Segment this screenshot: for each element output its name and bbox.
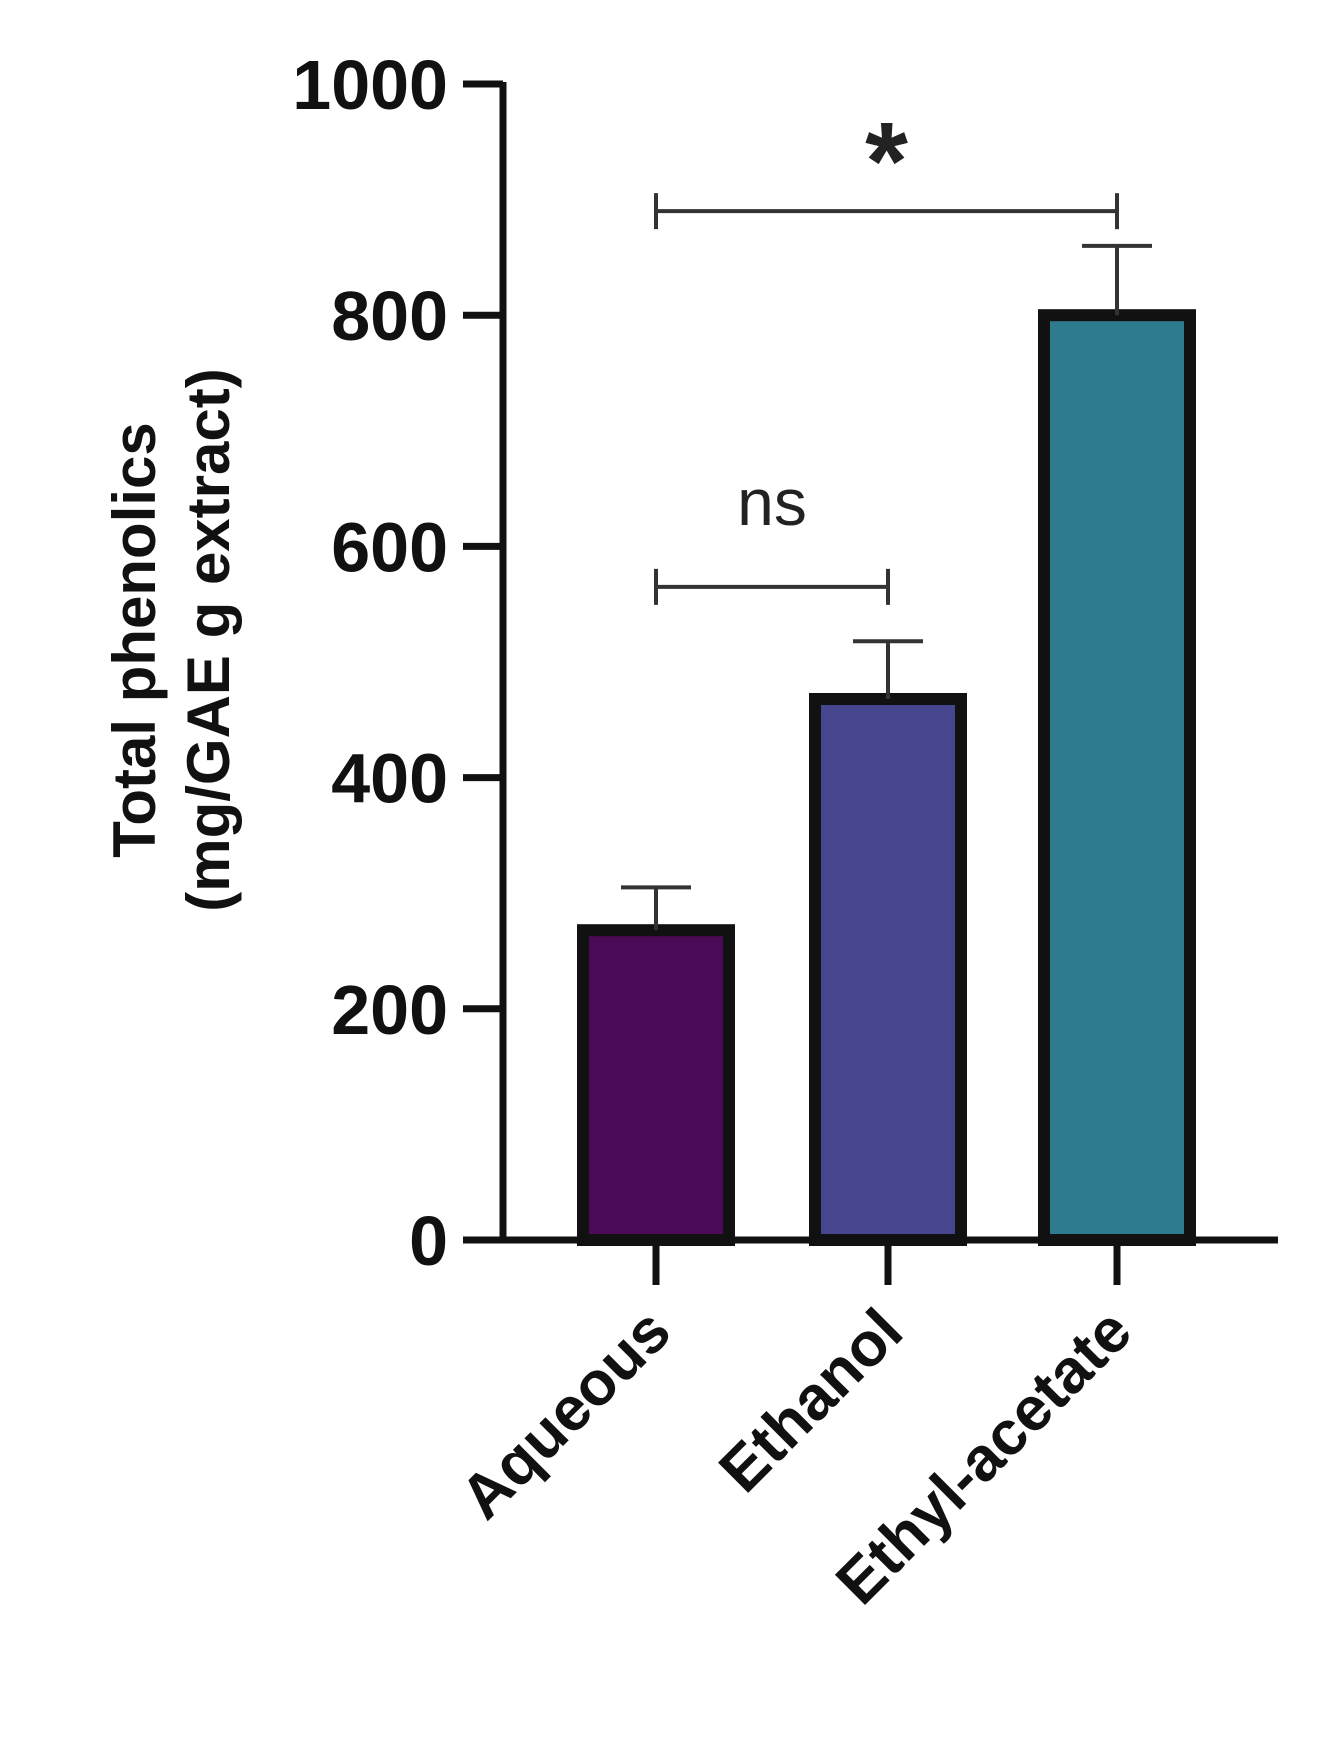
y-tick-label: 0	[409, 1202, 448, 1280]
y-tick-label: 600	[331, 508, 448, 586]
y-tick-label: 200	[331, 971, 448, 1049]
y-axis-label-line-1: Total phenolics	[101, 422, 168, 858]
y-tick-label: 800	[331, 277, 448, 355]
bar-ethanol	[809, 692, 967, 1246]
x-tick-label: Aqueous	[448, 1296, 684, 1532]
y-tick-label: 1000	[292, 46, 448, 124]
y-tick-label: 400	[331, 740, 448, 818]
significance-label: ns	[737, 465, 807, 539]
x-tick-label: Ethanol	[706, 1296, 916, 1506]
bar-aqueous	[577, 924, 735, 1247]
significance-label: *	[865, 100, 908, 223]
y-axis-label: Total phenolics (mg/GAE g extract)	[101, 368, 242, 911]
y-axis-label-line-2: (mg/GAE g extract)	[175, 368, 242, 911]
bar-ethyl-acetate	[1038, 309, 1196, 1246]
